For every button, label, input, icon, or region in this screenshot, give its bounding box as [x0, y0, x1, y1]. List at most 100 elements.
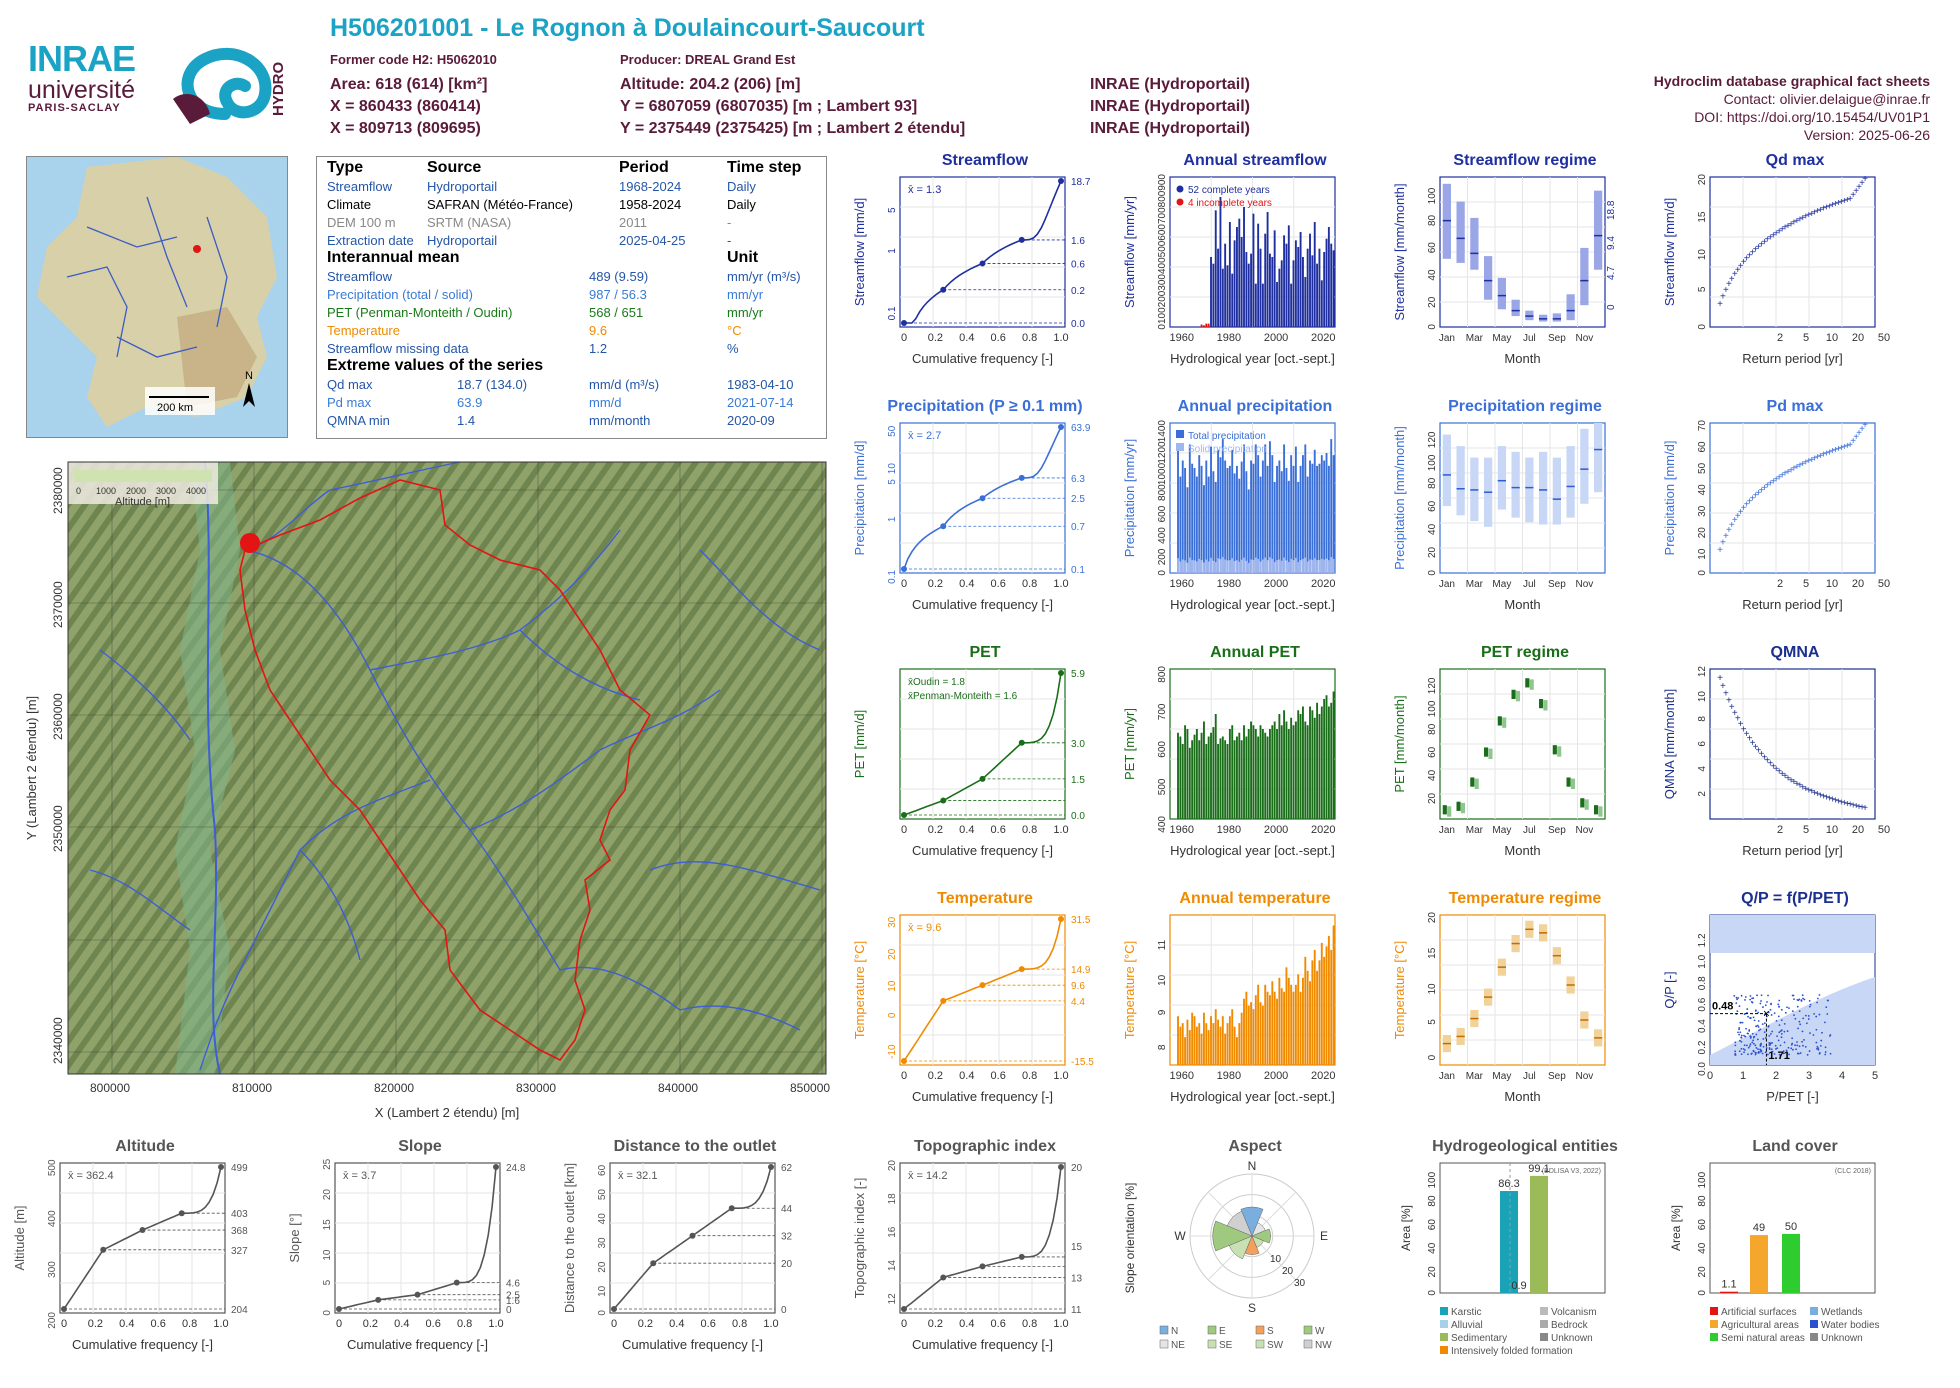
bar: [1290, 718, 1292, 819]
bar: [1286, 722, 1288, 820]
x-tick-label: 1.0: [1053, 1318, 1068, 1330]
precip_cdf-title: Precipitation (P ≥ 0.1 mm): [870, 398, 1100, 416]
legend-marker: [1256, 1326, 1264, 1334]
bar: [1212, 727, 1214, 819]
bar-solid: [1217, 558, 1219, 573]
data-point: [1819, 1014, 1821, 1016]
quantile-point: [179, 1210, 185, 1216]
bar: [1278, 714, 1280, 819]
y-tick-label: 25: [322, 1158, 333, 1170]
data-point: [1784, 1023, 1786, 1025]
bar: [1262, 729, 1264, 819]
legend-marker: [1176, 443, 1184, 451]
landcover-chart: 1.149 50020406080100(CLC 2018)Area [%]Art…: [1660, 1158, 1910, 1388]
y-tick-label: 20: [322, 1189, 333, 1201]
qd_max-title: Qd max: [1680, 152, 1910, 170]
x-tick-label: 0: [336, 1318, 342, 1330]
legend-tick: 0: [76, 486, 81, 496]
legend-label: SW: [1267, 1340, 1284, 1351]
x-tick-label: Nov: [1575, 333, 1593, 344]
data-point: [1733, 995, 1735, 997]
annual_temp-title: Annual temperature: [1140, 890, 1370, 908]
bar: [1253, 464, 1255, 573]
right-tick-label: -15.5: [1071, 1057, 1094, 1068]
data-point: [1777, 1003, 1779, 1005]
bar: [1201, 325, 1203, 328]
bar-solid: [1205, 560, 1207, 574]
bar: [1208, 324, 1210, 327]
bar-solid: [1269, 557, 1271, 573]
cell: 568 / 651: [589, 305, 643, 320]
y-tick-label: 0.1: [887, 306, 898, 320]
bar: [1321, 707, 1323, 820]
x-tick-label: 0: [901, 1070, 907, 1082]
bar: [1262, 461, 1264, 574]
y-axis-label: Streamflow [mm/d]: [1662, 198, 1677, 306]
bar: [1290, 985, 1292, 1065]
x-tick-label: 0.4: [959, 824, 974, 836]
y-axis-label: Altitude [m]: [12, 1205, 27, 1270]
bar: [1286, 468, 1288, 573]
data-point: [1746, 1044, 1748, 1046]
y-tick-label: 10: [1697, 691, 1708, 703]
quantile-point: [140, 1227, 146, 1233]
y-tick-label: 16: [887, 1226, 898, 1238]
data-point: [1791, 1044, 1793, 1046]
y-tick-label: 0: [1697, 1290, 1708, 1296]
bar: [1184, 1037, 1186, 1065]
data-point: [1741, 1053, 1743, 1055]
bar: [1283, 710, 1285, 819]
y-tick-label: 20: [597, 1261, 608, 1273]
y-tick-label: 20: [1427, 546, 1438, 558]
bar: [1264, 985, 1266, 1065]
x-tick-label: Jan: [1439, 333, 1455, 344]
bar: [1304, 444, 1306, 573]
x-tick-label: 1960: [1170, 824, 1194, 836]
data-point: +: [1862, 174, 1868, 185]
bar: [1309, 981, 1311, 1065]
x-tick-label: 0: [901, 332, 907, 344]
x-tick-label: 1: [1740, 1070, 1746, 1082]
bar: [1194, 1016, 1196, 1065]
data-point: [1816, 1002, 1818, 1004]
streamflow_cdf-chart: 18.71.60.60.20.00 0.2 0.4 0.6 0.8 1.0510.1x̄ …: [850, 172, 1100, 402]
bar: [1267, 212, 1269, 327]
landcover-title: Land cover: [1680, 1138, 1910, 1156]
data-point: [1784, 1042, 1786, 1044]
x-tick-label: 0.2: [928, 824, 943, 836]
quantile-point: [61, 1306, 67, 1312]
bar: [1215, 210, 1217, 327]
bar-solid: [1253, 560, 1255, 573]
y-tick-label: 100: [1427, 700, 1438, 717]
bar: [1288, 225, 1290, 327]
x-tick-label: Nov: [1575, 1071, 1593, 1082]
data-point: [1769, 1044, 1771, 1046]
y-tick-label: 10: [887, 463, 898, 475]
streamflow_regime-title: Streamflow regime: [1410, 152, 1640, 170]
bar: [1297, 974, 1299, 1065]
right-tick-label: 18.7: [1071, 177, 1091, 188]
annual_precip-chart: 1960 1980 2000 2020020040060080010001200140…: [1120, 418, 1370, 648]
data-point: [1751, 1052, 1753, 1054]
data-point: [1786, 1006, 1788, 1008]
right-tick-label: 1.5: [1071, 775, 1085, 786]
bar: [1782, 1234, 1800, 1293]
data-point: [1755, 1010, 1757, 1012]
data-point: [1744, 1044, 1746, 1046]
data-point: [1781, 1009, 1783, 1011]
former-code: Former code H2: H5062010: [330, 52, 497, 67]
quantile-point: [980, 776, 986, 782]
cell: 2011: [619, 215, 647, 230]
bar-solid: [1191, 560, 1193, 573]
y-tick-label: 40: [597, 1213, 608, 1225]
y-tick-label: 20: [1697, 527, 1708, 539]
y-tick-label: 10: [597, 1285, 608, 1297]
data-point: [1794, 1044, 1796, 1046]
map-ytick: 2340000: [51, 1017, 65, 1064]
y-tick-label: 14: [887, 1260, 898, 1272]
right-tick-label: 0.0: [1071, 811, 1085, 822]
quantile-point: [901, 1306, 907, 1312]
quantile-point: [940, 1274, 946, 1280]
cell: -: [727, 233, 731, 248]
cell: -: [727, 215, 731, 230]
